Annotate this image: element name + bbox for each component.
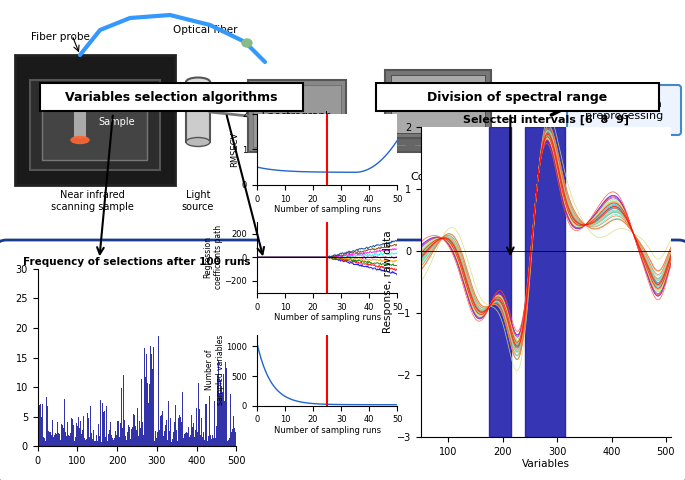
Ellipse shape (71, 136, 89, 144)
FancyBboxPatch shape (385, 70, 491, 138)
X-axis label: Variables: Variables (522, 459, 571, 469)
Y-axis label: RMSECV: RMSECV (230, 132, 239, 167)
X-axis label: Number of sampling runs: Number of sampling runs (273, 313, 381, 322)
X-axis label: Number of sampling runs: Number of sampling runs (273, 426, 381, 435)
Text: Optical fiber: Optical fiber (173, 25, 237, 35)
FancyBboxPatch shape (248, 80, 346, 152)
Text: Sample: Sample (98, 117, 135, 127)
Title: Selected intervals [6  8  9]: Selected intervals [6 8 9] (463, 115, 630, 125)
Text: Spectral data
preprocessing: Spectral data preprocessing (585, 99, 663, 121)
FancyBboxPatch shape (253, 85, 341, 147)
Text: Fiber probe: Fiber probe (31, 32, 90, 42)
Bar (525, 127, 565, 437)
Ellipse shape (74, 85, 86, 91)
Text: Division of spectral range: Division of spectral range (427, 91, 608, 104)
FancyBboxPatch shape (74, 88, 86, 138)
Y-axis label: Response, raw data: Response, raw data (383, 231, 393, 333)
FancyBboxPatch shape (42, 90, 147, 160)
Y-axis label: Regression
coefficients path: Regression coefficients path (203, 225, 223, 289)
Ellipse shape (242, 39, 252, 47)
FancyBboxPatch shape (376, 83, 658, 111)
X-axis label: Number of sampling runs: Number of sampling runs (273, 205, 381, 214)
FancyBboxPatch shape (567, 85, 681, 135)
Title: Frequency of selections after 100 runs: Frequency of selections after 100 runs (23, 257, 251, 266)
FancyBboxPatch shape (378, 138, 498, 152)
Text: Near infrared
scanning sample: Near infrared scanning sample (51, 190, 134, 212)
FancyBboxPatch shape (40, 83, 303, 111)
FancyBboxPatch shape (186, 82, 210, 142)
FancyBboxPatch shape (15, 55, 175, 185)
Bar (489, 127, 511, 437)
Ellipse shape (186, 137, 210, 146)
Ellipse shape (186, 77, 210, 86)
FancyBboxPatch shape (30, 80, 160, 170)
Text: Variables selection algorithms: Variables selection algorithms (65, 91, 277, 104)
Text: Computer: Computer (410, 172, 466, 182)
Text: Light
source: Light source (182, 190, 214, 212)
FancyBboxPatch shape (391, 75, 485, 133)
Y-axis label: Number of
sampled variables: Number of sampled variables (206, 335, 225, 405)
Text: Spectrograph: Spectrograph (262, 111, 332, 121)
